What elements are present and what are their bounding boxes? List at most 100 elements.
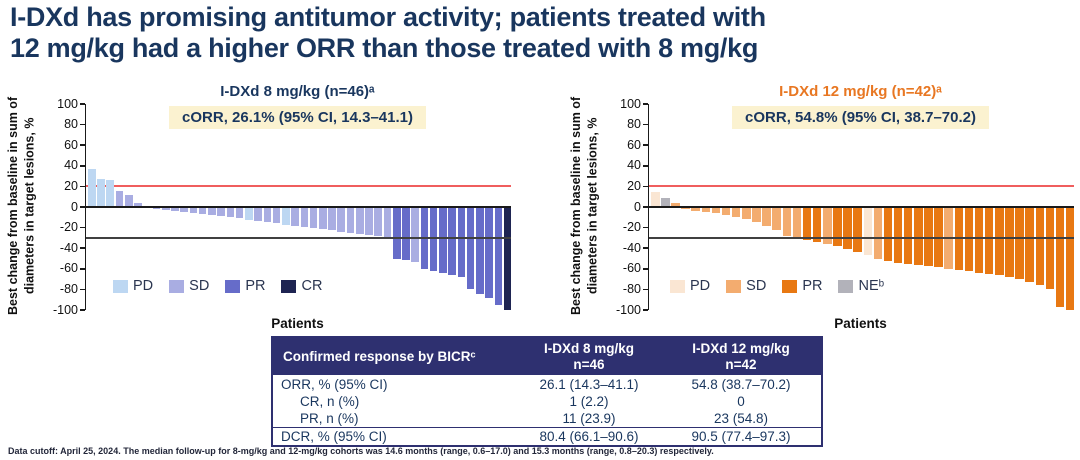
corr-badge-12mgkg: cORR, 54.8% (95% CI, 38.7–70.2) [732, 106, 989, 129]
y-tick-label: 0 [71, 199, 78, 214]
y-tick-mark [642, 206, 648, 208]
row-value-12mgkg: 0 [737, 393, 745, 409]
legend-item-sd: SD [726, 278, 766, 294]
table-row-cr: CR, n (%) 1 (2.2) 0 [273, 393, 821, 410]
patient-bar-sd [198, 207, 207, 215]
corr-badge-row-8mgkg: cORR, 26.1% (95% CI, 14.3–41.1) [85, 106, 510, 129]
patient-bar-pr [843, 207, 852, 250]
patient-bar-sd [235, 207, 244, 219]
legend-swatch-cr [281, 279, 297, 293]
zero-baseline-line [649, 206, 1074, 208]
patient-bar-pr [448, 207, 456, 275]
row-label: DCR, % (95% CI) [281, 428, 387, 444]
row-value-8mgkg: 1 (2.2) [569, 393, 609, 409]
y-tick-label: 60 [64, 137, 78, 152]
patient-bar-sd [731, 207, 741, 218]
patient-bar-pd [106, 180, 115, 207]
slide-title-line1: I-DXd has promising antitumor activity; … [10, 2, 766, 32]
patient-bar-pd [88, 168, 96, 207]
patient-bar-sd [355, 207, 364, 234]
patient-bar-sd [374, 207, 383, 236]
patient-bar-pr [903, 207, 913, 264]
corr-badge-8mgkg: cORR, 26.1% (95% CI, 14.3–41.1) [169, 106, 426, 129]
patient-bar-pr [466, 207, 475, 290]
patient-bar-pr [995, 207, 1004, 275]
legend-swatch-pr [782, 279, 798, 293]
x-axis-label-12mgkg: Patients [834, 316, 887, 331]
y-tick-mark [79, 226, 85, 229]
row-value-12mgkg: 90.5 (77.4–97.3) [691, 428, 791, 444]
row-label: ORR, % (95% CI) [281, 376, 388, 392]
y-axis-label-12mgkg: Best change from baseline in sum of diam… [568, 90, 601, 322]
patient-bar-pr [924, 207, 933, 266]
patient-bar-sd [272, 207, 281, 224]
patient-bar-sd [115, 190, 124, 207]
table-header-row: Confirmed response by BICRᶜ I-DXd 8 mg/k… [273, 338, 821, 376]
patient-bar-sd [721, 207, 731, 216]
legend-label-sd: SD [746, 278, 767, 294]
patient-bar-pr [457, 207, 466, 278]
patient-bar-pr [476, 207, 484, 294]
legend-label-pr: PR [245, 278, 266, 294]
plot-area-8mgkg: 100 80 60 40 20 0 -20 -40 -60 -80 -100 [53, 97, 512, 317]
table-header-8mgkg: I-DXd 8 mg/kg n=46 [513, 339, 665, 374]
patient-bar-sd [671, 202, 680, 207]
patient-bar-sd [346, 207, 355, 233]
response-threshold-line [86, 185, 511, 188]
patient-bar-sd [873, 207, 883, 259]
y-tick-label: -100 [615, 302, 641, 317]
y-tick-mark [79, 185, 85, 188]
patient-bar-sd [792, 207, 802, 238]
y-tick-mark [79, 247, 85, 249]
y-tick-label: -80 [59, 281, 78, 296]
y-tick-mark [79, 144, 85, 146]
zero-baseline-line [86, 206, 511, 208]
slide-title-line2: 12 mg/kg had a higher ORR than those tre… [10, 32, 759, 63]
legend-label-cr: CR [301, 278, 323, 294]
y-tick-mark [79, 268, 85, 270]
table-header-8mgkg-line1: I-DXd 8 mg/kg [543, 340, 634, 356]
y-tick-label: 20 [627, 178, 641, 193]
legend-12mgkg: PD SD PR NEᵇ [670, 278, 884, 294]
patient-bar-pr [974, 207, 984, 273]
patient-bar-sd [263, 207, 272, 223]
patient-bar-pr [833, 207, 842, 247]
table-header-12mgkg-line1: I-DXd 12 mg/kg [692, 340, 790, 356]
patient-bar-pr [494, 207, 503, 305]
table-row-pr: PR, n (%) 11 (23.9) 23 (54.8) [273, 410, 821, 427]
legend-swatch-sd [726, 279, 742, 293]
y-tick-label: 100 [57, 96, 78, 111]
y-tick-mark [642, 288, 648, 291]
patient-bar-pr [934, 207, 943, 267]
table-header-label: Confirmed response by BICRᶜ [283, 348, 476, 364]
patient-bar-ne [661, 197, 670, 207]
y-tick-label: -60 [59, 261, 78, 276]
legend-swatch-ne [838, 279, 854, 293]
patient-bar-pr [392, 207, 401, 259]
y-axis-label-line2: diameters in target lesions, % [585, 117, 600, 295]
y-tick-mark [642, 247, 648, 249]
pr-threshold-line [86, 237, 511, 239]
patient-bar-pr [984, 207, 994, 274]
patient-bar-sd [365, 207, 373, 235]
y-tick-mark [642, 123, 648, 126]
patient-bar-pr [1015, 207, 1024, 280]
y-tick-mark [642, 268, 648, 270]
corr-badge-row-12mgkg: cORR, 54.8% (95% CI, 38.7–70.2) [648, 106, 1073, 129]
legend-swatch-pr [225, 279, 241, 293]
row-value-8mgkg: 80.4 (66.1–90.6) [539, 428, 639, 444]
patient-bar-pd [245, 207, 253, 221]
legend-swatch-pd [670, 279, 685, 293]
patient-bar-pr [853, 207, 862, 253]
y-tick-label: -40 [59, 240, 78, 255]
patient-bar-pr [893, 207, 903, 263]
patient-bar-sd [411, 207, 419, 262]
y-tick-mark [79, 103, 85, 105]
table-row-dcr: DCR, % (95% CI) 80.4 (66.1–90.6) 90.5 (7… [273, 427, 821, 445]
y-tick-label: 40 [627, 158, 641, 173]
legend-item-cr: CR [281, 278, 322, 294]
patient-bar-sd [742, 207, 751, 220]
patient-bar-sd [823, 207, 832, 245]
patient-bar-pd [282, 207, 290, 225]
patient-bar-pd [863, 207, 873, 256]
